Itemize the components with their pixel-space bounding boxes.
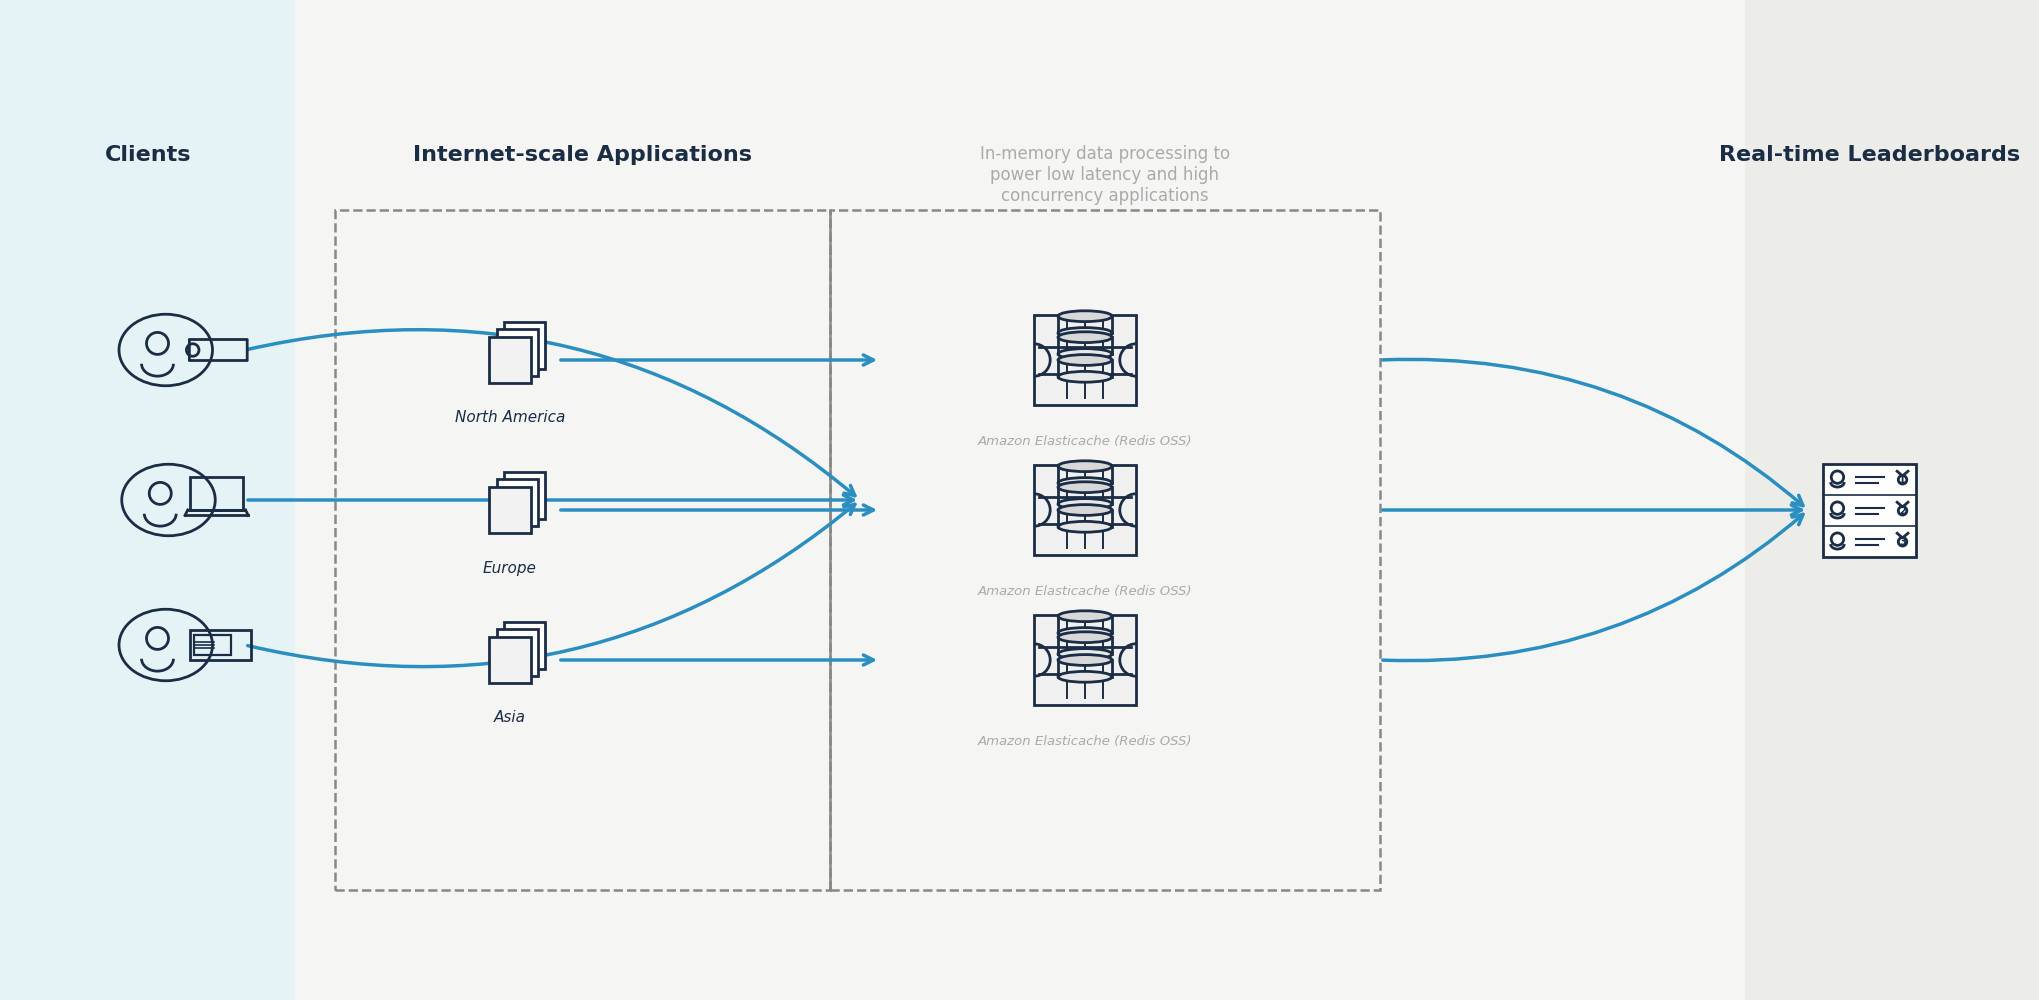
Ellipse shape	[1058, 649, 1111, 659]
Text: Europe: Europe	[483, 560, 536, 575]
FancyBboxPatch shape	[495, 629, 538, 676]
FancyBboxPatch shape	[489, 337, 530, 383]
Ellipse shape	[1058, 482, 1111, 493]
Ellipse shape	[1058, 461, 1111, 472]
Text: 2: 2	[1898, 506, 1904, 516]
Ellipse shape	[1058, 311, 1111, 322]
FancyBboxPatch shape	[504, 622, 544, 669]
FancyBboxPatch shape	[489, 487, 530, 533]
Ellipse shape	[1058, 355, 1111, 365]
FancyBboxPatch shape	[495, 479, 538, 526]
FancyBboxPatch shape	[296, 0, 1743, 1000]
FancyBboxPatch shape	[1034, 465, 1136, 555]
Text: Amazon Elasticache (Redis OSS): Amazon Elasticache (Redis OSS)	[977, 585, 1191, 598]
Ellipse shape	[1058, 332, 1111, 343]
Ellipse shape	[1058, 328, 1111, 338]
Text: Amazon Elasticache (Redis OSS): Amazon Elasticache (Redis OSS)	[977, 735, 1191, 748]
Text: Real-time Leaderboards: Real-time Leaderboards	[1719, 145, 2019, 165]
Ellipse shape	[1058, 611, 1111, 622]
Ellipse shape	[1058, 671, 1111, 682]
FancyBboxPatch shape	[0, 0, 296, 1000]
FancyBboxPatch shape	[1034, 615, 1136, 705]
FancyBboxPatch shape	[1743, 0, 2039, 1000]
Ellipse shape	[1058, 628, 1111, 638]
Text: 3: 3	[1898, 537, 1904, 547]
Ellipse shape	[1058, 505, 1111, 515]
FancyBboxPatch shape	[489, 637, 530, 683]
Text: Internet-scale Applications: Internet-scale Applications	[414, 145, 752, 165]
Ellipse shape	[1058, 632, 1111, 643]
Text: 1: 1	[1898, 475, 1904, 485]
Ellipse shape	[1058, 499, 1111, 509]
FancyBboxPatch shape	[504, 322, 544, 369]
Ellipse shape	[1058, 655, 1111, 665]
Ellipse shape	[1058, 349, 1111, 359]
FancyBboxPatch shape	[504, 472, 544, 519]
Text: Asia: Asia	[493, 710, 526, 725]
Ellipse shape	[1058, 478, 1111, 488]
Text: In-memory data processing to
power low latency and high
concurrency applications: In-memory data processing to power low l…	[979, 145, 1230, 205]
Text: North America: North America	[455, 410, 565, 426]
FancyBboxPatch shape	[1823, 464, 1915, 556]
Text: Amazon Elasticache (Redis OSS): Amazon Elasticache (Redis OSS)	[977, 436, 1191, 448]
Ellipse shape	[1058, 521, 1111, 532]
Text: Clients: Clients	[104, 145, 192, 165]
Ellipse shape	[1058, 371, 1111, 382]
FancyBboxPatch shape	[495, 329, 538, 376]
FancyBboxPatch shape	[1034, 315, 1136, 405]
